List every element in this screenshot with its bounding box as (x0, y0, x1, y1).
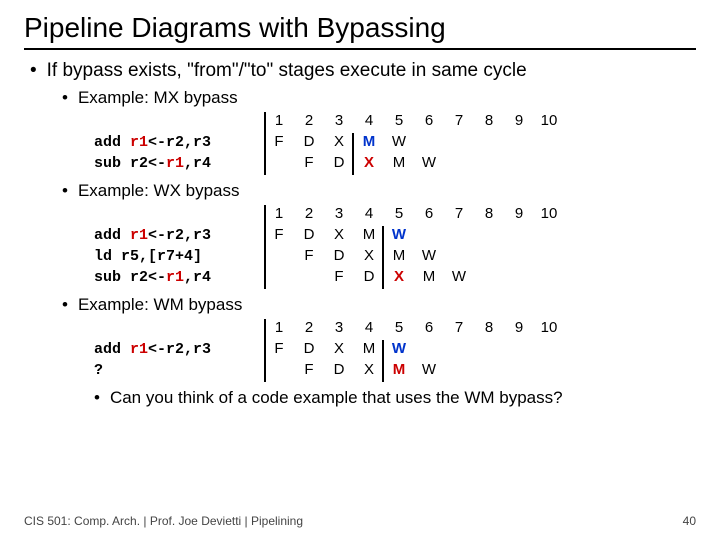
ex2-bar-left (264, 205, 266, 289)
ex2-row3: sub r2<-r1,r4 FDXMW (94, 268, 696, 289)
page-title: Pipeline Diagrams with Bypassing (24, 12, 696, 44)
ex1-header: 12345678910 (94, 112, 696, 133)
ex2-row2: ld r5,[r7+4] FDXMW (94, 247, 696, 268)
footer-left: CIS 501: Comp. Arch. | Prof. Joe Deviett… (24, 514, 303, 528)
ex3-label: Example: WM bypass (62, 295, 696, 315)
ex1-bar-left (264, 112, 266, 175)
footer: CIS 501: Comp. Arch. | Prof. Joe Deviett… (24, 514, 696, 528)
closing-bullet: Can you think of a code example that use… (94, 388, 696, 408)
ex2-header: 12345678910 (94, 205, 696, 226)
ex2-label: Example: WX bypass (62, 181, 696, 201)
ex2-row1: add r1<-r2,r3 FDXMW (94, 226, 696, 247)
ex3-header: 12345678910 (94, 319, 696, 340)
footer-right: 40 (683, 514, 696, 528)
bullet-main: If bypass exists, "from"/"to" stages exe… (30, 60, 696, 82)
ex3-block: 12345678910 add r1<-r2,r3 FDXMW ? FDXMW (94, 319, 696, 382)
ex1-label: Example: MX bypass (62, 88, 696, 108)
ex3-row1: add r1<-r2,r3 FDXMW (94, 340, 696, 361)
ex1-bar-right (352, 133, 354, 175)
title-rule (24, 48, 696, 50)
ex1-row2: sub r2<-r1,r4 FDXMW (94, 154, 696, 175)
ex2-bar-right (382, 226, 384, 289)
ex1-row1: add r1<-r2,r3 FDXMW (94, 133, 696, 154)
ex3-bar-left (264, 319, 266, 382)
ex3-row2: ? FDXMW (94, 361, 696, 382)
ex1-block: 12345678910 add r1<-r2,r3 FDXMW sub r2<-… (94, 112, 696, 175)
ex3-bar-right (382, 340, 384, 382)
ex2-block: 12345678910 add r1<-r2,r3 FDXMW ld r5,[r… (94, 205, 696, 289)
